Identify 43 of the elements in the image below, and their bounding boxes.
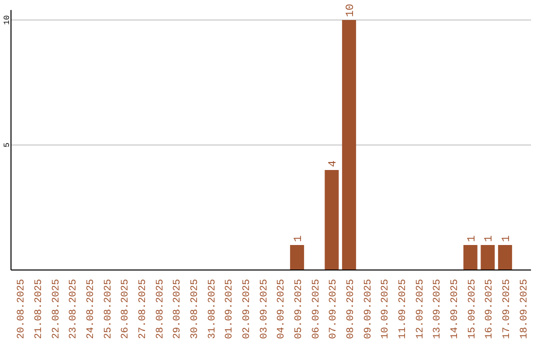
x-tick-label: 07.09.2025: [328, 279, 340, 340]
x-tick-label: 03.09.2025: [259, 279, 270, 340]
x-tick-label: 15.09.2025: [467, 279, 478, 340]
x-tick-label: 16.09.2025: [484, 279, 496, 340]
x-tick-label: 23.08.2025: [68, 279, 80, 340]
x-tick-label: 05.09.2025: [294, 279, 305, 340]
x-tick-label: 12.09.2025: [415, 279, 426, 340]
x-tick-label: 26.08.2025: [120, 279, 132, 340]
x-tick-label: 31.08.2025: [207, 279, 218, 340]
x-tick-label: 27.08.2025: [138, 279, 149, 340]
x-tick-label: 30.08.2025: [190, 279, 201, 340]
x-tick-label: 24.08.2025: [86, 279, 97, 340]
bar: [480, 245, 495, 270]
data-label: 4: [328, 160, 340, 167]
x-tick-label: 09.09.2025: [363, 279, 374, 340]
x-tick-label: 29.08.2025: [172, 279, 184, 340]
x-tick-label: 21.08.2025: [34, 279, 45, 340]
x-tick-label: 20.08.2025: [16, 279, 28, 340]
x-tick-label: 08.09.2025: [346, 279, 357, 340]
bar: [498, 245, 512, 270]
bar: [463, 245, 478, 270]
x-tick-label: 25.08.2025: [103, 279, 114, 340]
x-tick-label: 13.09.2025: [432, 279, 444, 340]
y-tick-label: 5: [3, 142, 12, 148]
x-tick-label: 17.09.2025: [502, 279, 513, 340]
data-label: 1: [501, 235, 514, 242]
data-label: 1: [484, 235, 496, 242]
x-tick-label: 04.09.2025: [276, 279, 288, 340]
x-tick-label: 06.09.2025: [311, 279, 322, 340]
data-label: 10: [345, 4, 358, 17]
x-tick-label: 14.09.2025: [450, 279, 461, 340]
x-tick-label: 02.09.2025: [242, 279, 253, 340]
x-tick-label: 18.09.2025: [519, 279, 530, 340]
x-tick-label: 11.09.2025: [398, 279, 409, 340]
data-label: 1: [293, 235, 306, 242]
x-tick-label: 22.08.2025: [51, 279, 62, 340]
data-label: 1: [466, 235, 478, 242]
bar: [290, 245, 304, 270]
x-tick-label: 10.09.2025: [380, 279, 392, 340]
bar: [342, 20, 356, 270]
bar: [324, 170, 339, 270]
x-tick-label: 28.08.2025: [155, 279, 166, 340]
x-tick-label: 01.09.2025: [224, 279, 236, 340]
